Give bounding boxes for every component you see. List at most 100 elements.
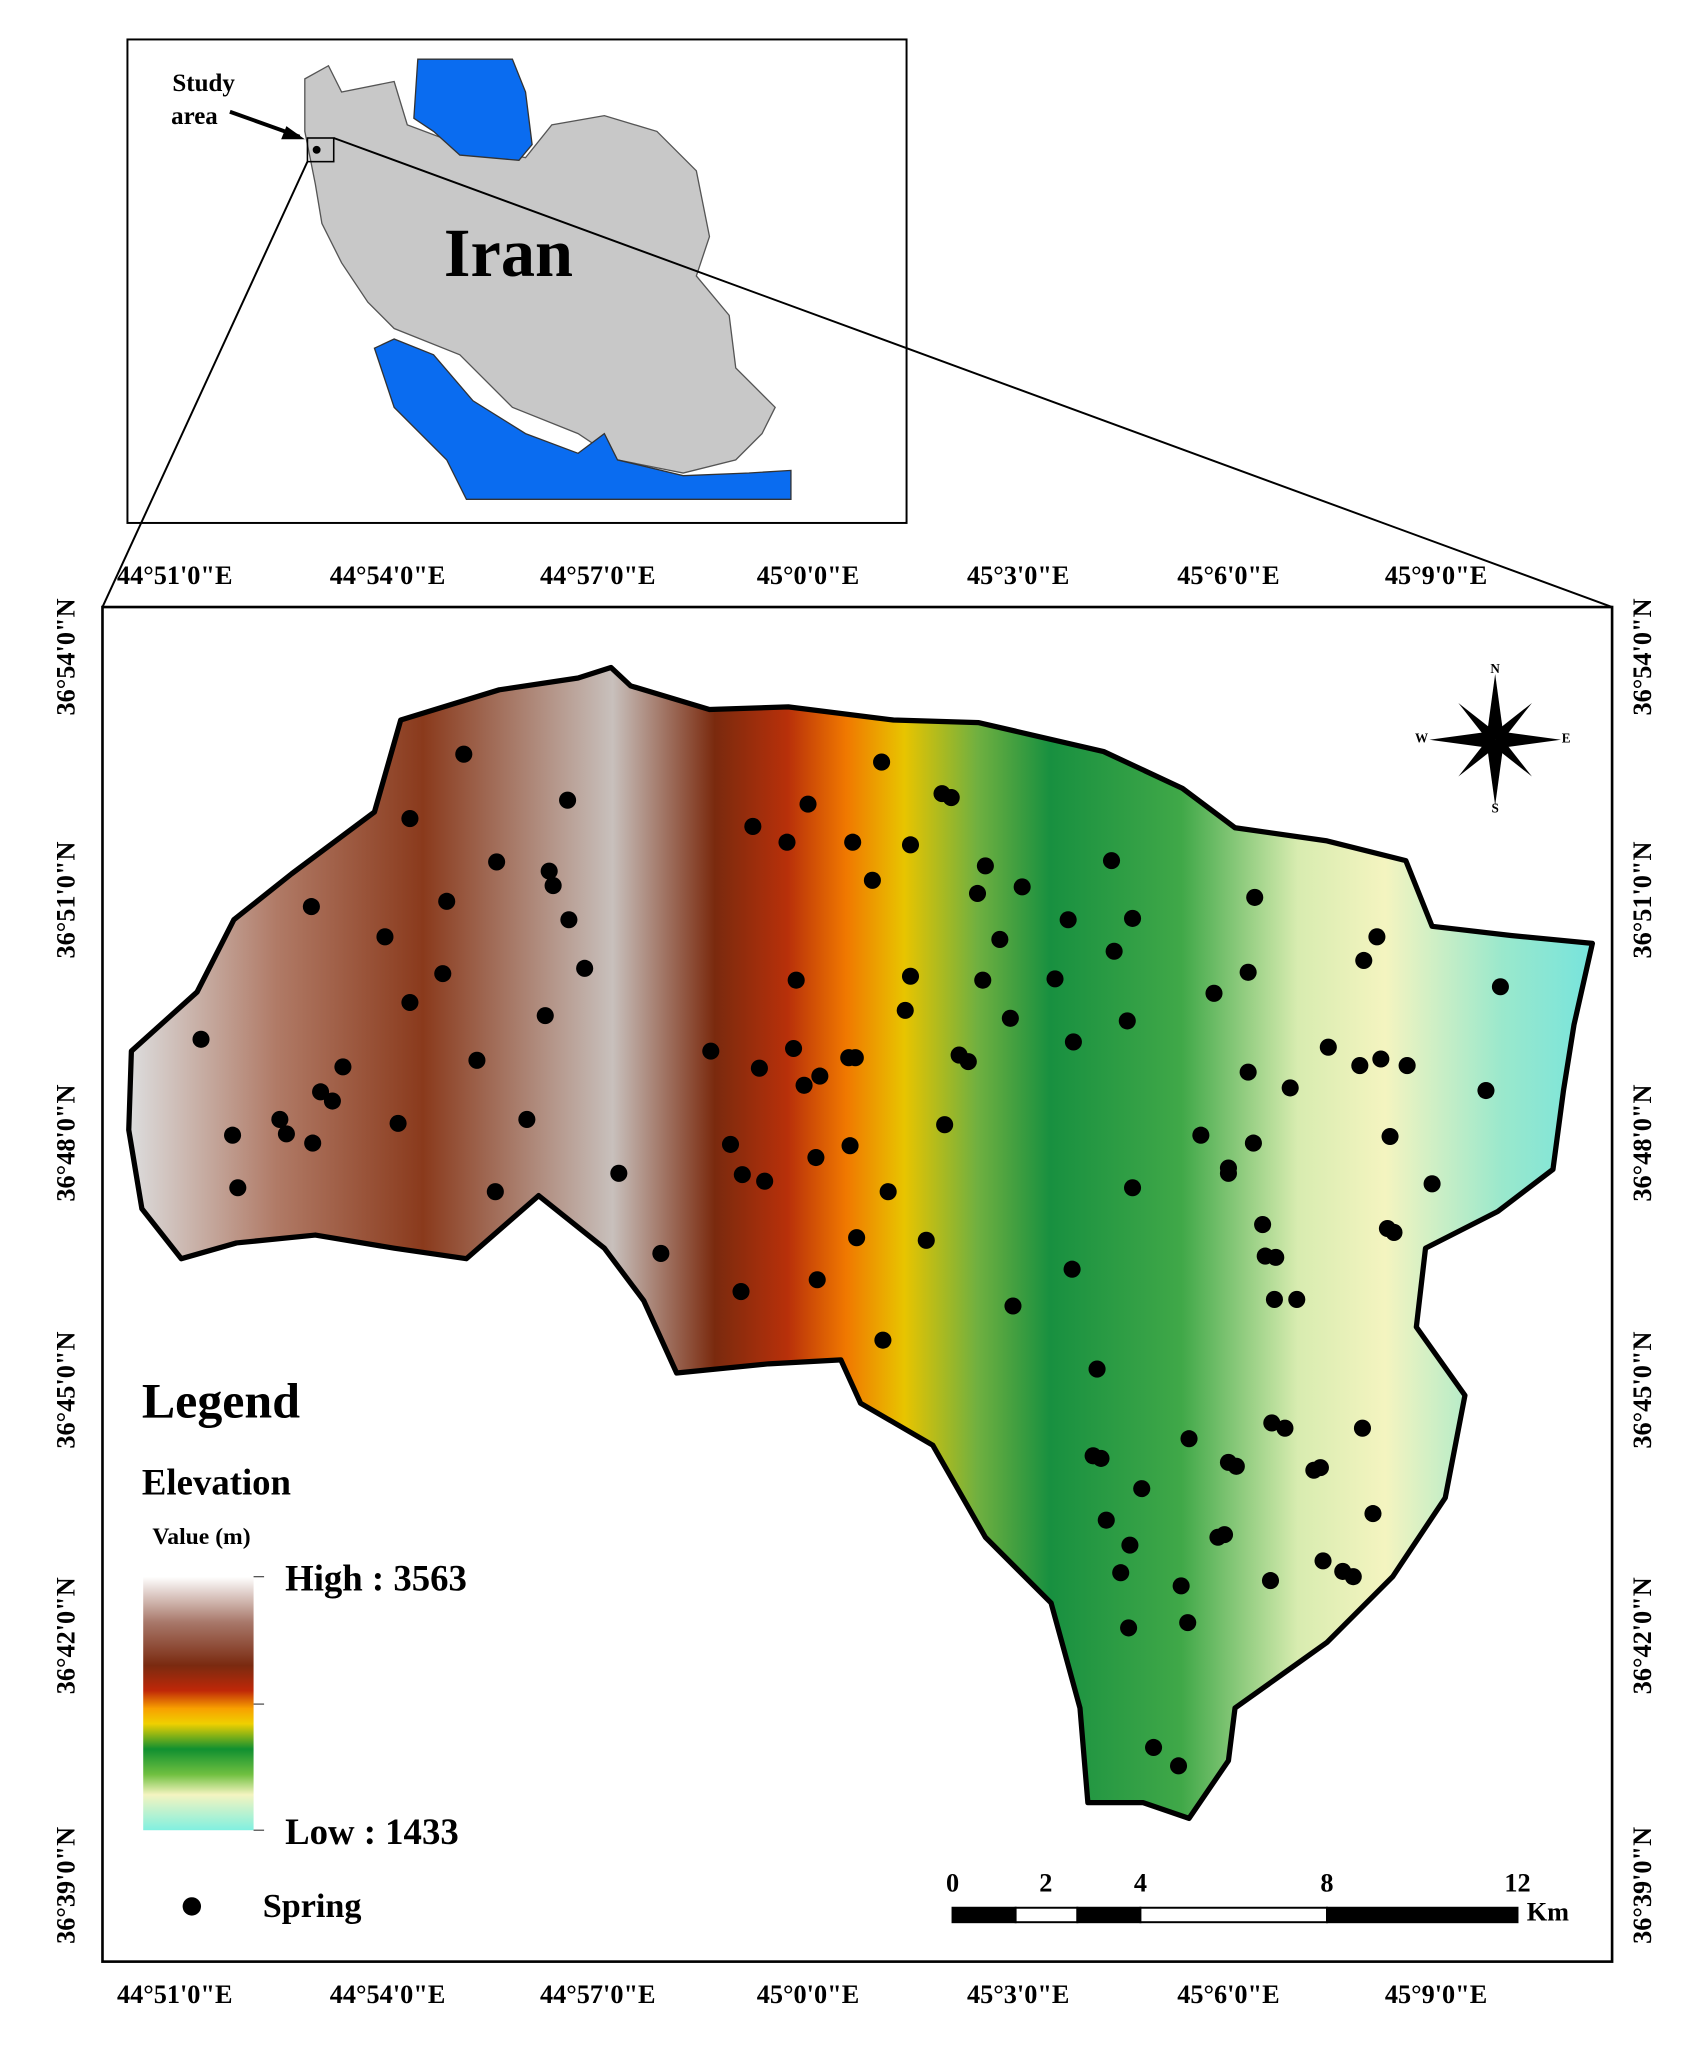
spring [936, 1116, 954, 1134]
lon-label: 44°51'0"E [117, 561, 233, 590]
spring [917, 1231, 935, 1249]
spring [873, 753, 891, 771]
legend-color-ramp [143, 1576, 254, 1831]
spring [1123, 1179, 1142, 1197]
spring [312, 1083, 330, 1101]
lon-label: 45°9'0"E [1385, 1980, 1487, 2009]
spring [732, 1283, 750, 1301]
spring [468, 1051, 486, 1069]
spring [323, 1092, 341, 1110]
spring [785, 1039, 803, 1058]
spring [559, 791, 577, 809]
lon-label: 45°6'0"E [1177, 561, 1279, 590]
springs [192, 745, 1509, 1775]
spring [486, 1183, 504, 1201]
spring [1064, 1033, 1082, 1051]
spring [1385, 1223, 1403, 1241]
west-label: W [1415, 731, 1428, 746]
study-area-box [306, 137, 335, 163]
arrow-head [281, 126, 305, 140]
spring [544, 877, 562, 895]
spring [1319, 1038, 1337, 1056]
lon-label: 44°51'0"E [117, 1980, 233, 2009]
coordinate-labels: 44°51'0"E 44°51'0"E 44°54'0"E 44°54'0"E 44°5… [51, 561, 1657, 2009]
scale-tick-label: 12 [1504, 1868, 1530, 1897]
scale-tick-label: 0 [946, 1868, 959, 1897]
spring [756, 1172, 774, 1190]
legend-spring: Spring [263, 1888, 362, 1925]
spring [1097, 1511, 1115, 1529]
spring [1092, 1449, 1110, 1467]
spring [811, 1067, 829, 1085]
spring [1112, 1564, 1130, 1582]
spring [1353, 1419, 1371, 1437]
spring [1244, 1134, 1262, 1152]
spring [807, 1149, 825, 1167]
spring [1267, 1248, 1285, 1266]
spring [750, 1059, 768, 1077]
caspian-sea [413, 58, 533, 162]
lon-label: 44°57'0"E [540, 561, 656, 590]
lat-label: 36°48'0"N [1628, 1085, 1657, 1202]
spring [702, 1042, 720, 1060]
spring [401, 810, 419, 828]
legend-unit: Value (m) [152, 1524, 250, 1550]
lon-label: 45°0'0"E [757, 1980, 859, 2009]
lat-label: 36°39'0"N [51, 1827, 80, 1944]
spring [224, 1126, 242, 1144]
lat-label: 36°39'0"N [1628, 1827, 1657, 1944]
spring [376, 928, 394, 946]
spring [778, 833, 796, 851]
lat-label: 36°51'0"N [51, 841, 80, 958]
spring [1063, 1260, 1081, 1278]
spring [302, 898, 320, 916]
spring [1120, 1619, 1138, 1637]
legend-spring-symbol [182, 1897, 202, 1916]
study-area-label: area [171, 103, 218, 130]
lat-label: 36°42'0"N [51, 1577, 80, 1694]
spring [896, 1001, 914, 1019]
spring [192, 1030, 210, 1048]
spring [799, 795, 817, 813]
spring [1263, 1414, 1281, 1432]
lat-label: 36°54'0"N [1628, 598, 1657, 715]
spring [846, 1049, 864, 1067]
spring [304, 1134, 322, 1152]
spring [1205, 984, 1223, 1002]
spring [901, 836, 920, 854]
study-area-dot [312, 145, 321, 154]
lon-label: 45°3'0"E [967, 1980, 1069, 2009]
spring [733, 1166, 751, 1184]
scale-tick-label: 4 [1134, 1868, 1147, 1897]
spring [959, 1053, 977, 1071]
lon-label: 45°0'0"E [757, 561, 859, 590]
lon-label: 44°54'0"E [330, 561, 446, 590]
spring [1265, 1290, 1283, 1308]
spring [560, 911, 578, 929]
spring [1121, 1536, 1139, 1554]
lat-label: 36°45'0"N [51, 1332, 80, 1449]
spring [721, 1135, 740, 1153]
spring [1209, 1528, 1227, 1546]
spring [1398, 1057, 1416, 1075]
spring [1364, 1505, 1382, 1523]
spring [1145, 1738, 1163, 1756]
spring [1311, 1459, 1329, 1477]
spring [874, 1331, 892, 1349]
spring [1281, 1079, 1299, 1097]
spring [976, 857, 994, 875]
scale-bar [951, 1906, 1519, 1924]
spring [1088, 1360, 1106, 1378]
scale-unit: Km [1527, 1897, 1569, 1926]
country-label: Iran [444, 215, 573, 291]
south-label: S [1492, 800, 1499, 815]
spring [974, 971, 992, 989]
spring [787, 971, 805, 989]
spring [1169, 1757, 1188, 1775]
lat-label: 36°51'0"N [1628, 841, 1657, 958]
spring [991, 930, 1009, 948]
lon-label: 45°3'0"E [967, 561, 1069, 590]
legend-title: Legend [142, 1373, 300, 1428]
scale-tick-label: 8 [1320, 1868, 1333, 1897]
spring [1246, 888, 1264, 906]
